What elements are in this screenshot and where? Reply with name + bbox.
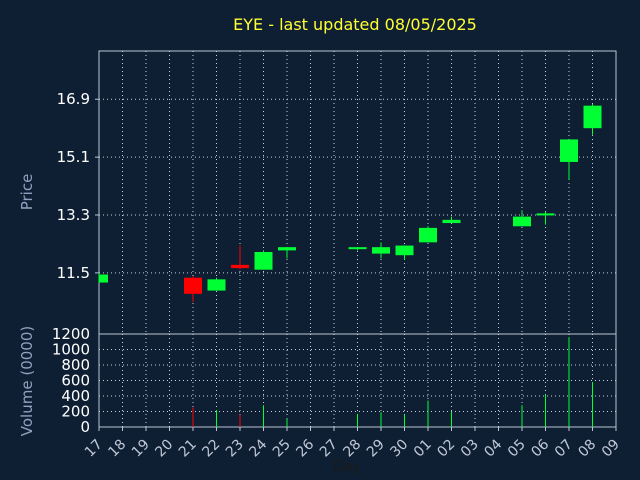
candle-body [372, 247, 390, 254]
candle-body [442, 219, 461, 224]
price-y-tick-label: 11.5 [57, 264, 90, 282]
volume-y-tick-label: 0 [80, 418, 90, 436]
candle-body [395, 245, 414, 256]
volume-bars [192, 337, 593, 427]
price-y-tick-label: 15.1 [57, 148, 90, 166]
price-axis-label: Price [18, 174, 36, 211]
price-y-tick-label: 13.3 [57, 206, 90, 224]
candle-body [184, 277, 202, 294]
candle-body [254, 251, 273, 270]
volume-y-tick-label: 600 [61, 372, 90, 390]
candle-body [513, 216, 531, 227]
volume-y-tick-label: 400 [61, 387, 90, 405]
candle-body [231, 264, 249, 269]
candle-body [278, 247, 296, 251]
chart-title: EYE - last updated 08/05/2025 [233, 15, 477, 34]
candle-body [583, 105, 602, 129]
price-y-ticks: 11.5 13.3 15.1 16.9 [57, 90, 99, 282]
candle-body [99, 274, 108, 283]
candlesticks [98, 104, 602, 302]
candle-body [207, 279, 226, 291]
price-y-tick-label: 16.9 [57, 90, 90, 108]
candle-body [419, 227, 437, 243]
candle-body [560, 139, 578, 162]
candle-body [348, 247, 367, 250]
x-axis-label: Day [333, 459, 361, 475]
volume-y-tick-label: 200 [61, 403, 90, 421]
volume-axis-label: Volume (0000) [18, 326, 36, 436]
volume-y-tick-label: 800 [61, 356, 90, 374]
candle-body [536, 213, 555, 216]
volume-y-tick-label: 1000 [52, 341, 90, 359]
volume-y-tick-label: 1200 [52, 325, 90, 343]
